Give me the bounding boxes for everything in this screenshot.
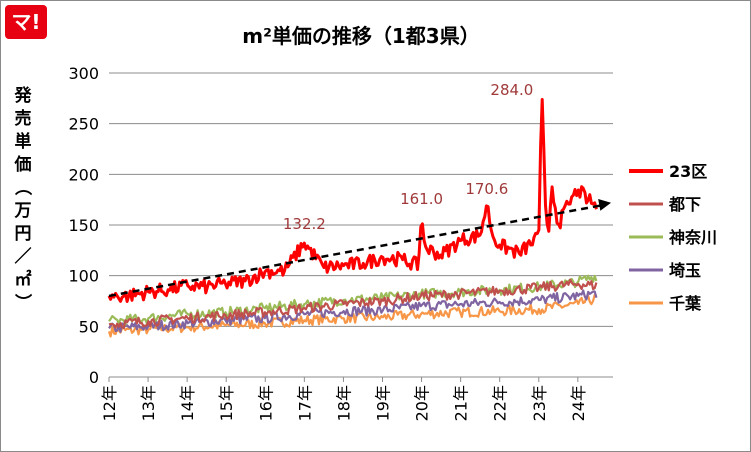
x-tick-labels: 12年 13年 14年 15年 16年 17年 18年 19年 20年 21年 22年 23年 24年: [100, 377, 588, 421]
series-line-都下: [108, 278, 598, 330]
data-annotation: 161.0: [400, 190, 443, 208]
y-tick-label: 150: [68, 216, 99, 235]
series-line-23区: [107, 98, 598, 303]
trend-arrowhead: [598, 198, 612, 211]
trend-arrow: [108, 198, 612, 298]
series-line-埼玉: [108, 289, 598, 333]
legend-label: 千葉: [669, 294, 702, 313]
legend-label: 23区: [669, 162, 707, 181]
x-tick-label: 20年: [413, 385, 432, 421]
trend-line: [108, 203, 606, 298]
logo: マ!: [5, 5, 47, 39]
y-tick-label: 50: [79, 317, 99, 336]
x-tick-label: 14年: [178, 385, 197, 421]
series-lines: [107, 98, 598, 338]
y-tick-label: 200: [68, 165, 99, 184]
x-tick-label: 21年: [452, 385, 471, 421]
y-tick-label: 250: [68, 115, 99, 134]
y-label-char: 価: [14, 154, 32, 175]
logo-badge: [5, 5, 47, 39]
x-tick-label: 18年: [334, 385, 353, 421]
data-annotations: 132.2 161.0 170.6 284.0: [283, 81, 533, 233]
y-label-char: ㎡: [15, 269, 32, 290]
x-tick-label: 23年: [530, 385, 549, 421]
gridlines: [109, 72, 613, 327]
y-tick-label: 300: [68, 64, 99, 83]
x-tick-label: 15年: [217, 385, 236, 421]
x-tick-label: 17年: [295, 385, 314, 421]
legend-label: 都下: [668, 195, 701, 214]
legend-label: 埼玉: [669, 261, 701, 280]
y-label-char: 万: [14, 201, 32, 221]
y-label-char: ／: [15, 246, 32, 267]
y-tick-labels: 0 50 100 150 200 250 300: [68, 64, 99, 387]
y-label-char: 単: [15, 131, 32, 152]
chart-title: m²単価の推移（1都3県）: [242, 24, 479, 48]
x-tick-label: 12年: [100, 385, 119, 421]
x-tick-label: 22年: [491, 385, 510, 421]
data-annotation: 284.0: [490, 81, 533, 99]
x-tick-label: 13年: [139, 385, 158, 421]
y-label-char: ）: [12, 294, 33, 311]
y-tick-label: 100: [68, 267, 99, 286]
y-label-char: 円: [15, 224, 32, 244]
y-tick-label: 0: [89, 368, 99, 387]
y-label-char: 発: [14, 85, 33, 106]
legend-label: 神奈川: [669, 228, 717, 247]
data-annotation: 170.6: [465, 180, 508, 198]
logo-text: マ!: [11, 10, 40, 34]
x-tick-label: 19年: [373, 385, 392, 421]
y-label-char: 売: [15, 108, 32, 129]
data-annotation: 132.2: [283, 215, 326, 233]
x-tick-label: 16年: [256, 385, 275, 421]
x-tick-label: 24年: [569, 385, 588, 421]
y-label-char: （: [12, 179, 33, 196]
